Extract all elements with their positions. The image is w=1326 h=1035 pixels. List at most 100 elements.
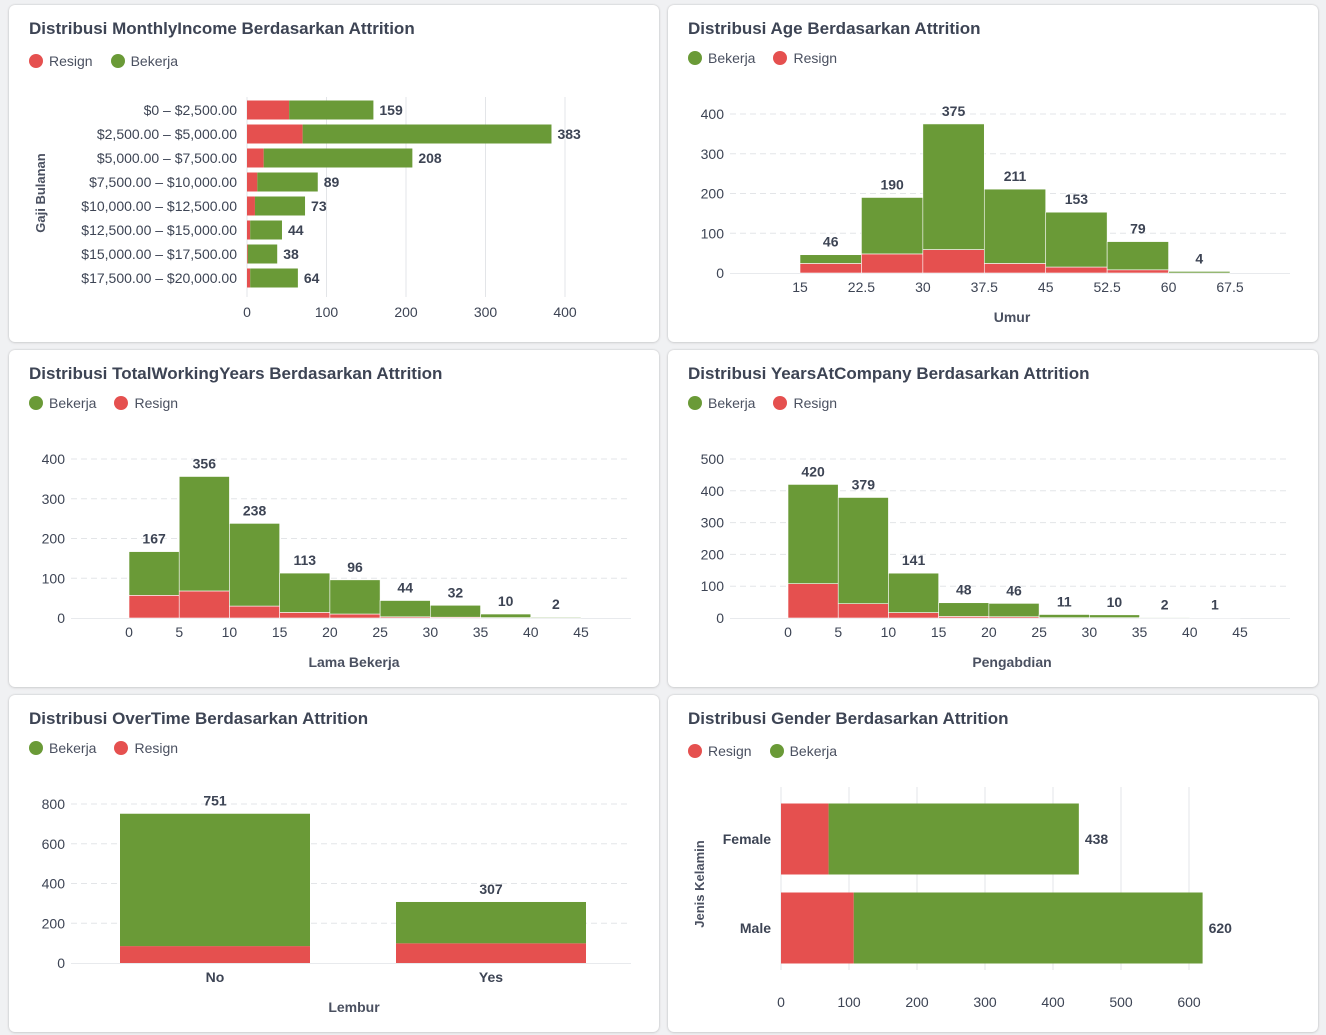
- y-tick-label: 200: [42, 531, 66, 547]
- category-label: $5,000.00 – $7,500.00: [97, 150, 237, 166]
- bar-bekerja: [861, 197, 924, 255]
- data-label: 379: [852, 476, 876, 492]
- y-axis-label: Jenis Kelamin: [692, 840, 707, 927]
- x-tick-label: 35: [473, 624, 489, 640]
- chart-card-years-at-company: Distribusi YearsAtCompany Berdasarkan At…: [668, 350, 1318, 687]
- category-label: $10,000.00 – $12,500.00: [81, 198, 237, 214]
- chart-title: Distribusi OverTime Berdasarkan Attritio…: [29, 709, 369, 728]
- chart-card-income: Distribusi MonthlyIncome Berdasarkan Att…: [9, 5, 659, 342]
- legend-item-resign[interactable]: Resign: [773, 50, 837, 66]
- chart-title: Distribusi MonthlyIncome Berdasarkan Att…: [29, 19, 415, 38]
- legend-label-bekerja: Bekerja: [130, 53, 179, 69]
- legend-item-bekerja[interactable]: Bekerja: [110, 53, 179, 69]
- legend-label-resign: Resign: [49, 53, 93, 69]
- bekerja-swatch: [688, 396, 702, 410]
- y-tick-label: 300: [701, 146, 725, 162]
- bar-resign: [178, 590, 230, 619]
- bar-resign: [983, 263, 1047, 274]
- y-tick-label: 400: [42, 876, 66, 892]
- x-tick-label: 10: [881, 624, 897, 640]
- y-tick-label: 300: [701, 515, 725, 531]
- bar-resign: [1106, 269, 1169, 274]
- bar-resign: [247, 172, 258, 192]
- x-tick-label: 25: [372, 624, 388, 640]
- bar-bekerja: [289, 100, 374, 120]
- x-axis-label: Umur: [994, 309, 1031, 325]
- y-tick-label: 500: [701, 451, 725, 467]
- bar-resign: [247, 244, 248, 264]
- legend-item-bekerja[interactable]: Bekerja: [29, 395, 96, 411]
- chart-title: Distribusi Age Berdasarkan Attrition: [688, 19, 981, 38]
- x-tick-label: 15: [272, 624, 288, 640]
- legend-item-resign[interactable]: Resign: [29, 53, 93, 69]
- x-tick-label: 20: [981, 624, 997, 640]
- data-label: 79: [1130, 221, 1146, 237]
- chart-card-overtime: Distribusi OverTime Berdasarkan Attritio…: [9, 695, 659, 1032]
- y-tick-label: 100: [701, 578, 725, 594]
- y-axis-label: Gaji Bulanan: [33, 153, 48, 233]
- x-tick-label: 40: [1182, 624, 1198, 640]
- data-label: 2: [1161, 596, 1169, 612]
- data-label: 238: [243, 502, 267, 518]
- bar-bekerja: [120, 813, 310, 947]
- data-label: 4: [1195, 250, 1203, 266]
- legend-item-resign[interactable]: Resign: [773, 395, 837, 411]
- x-tick-label: 0: [784, 624, 792, 640]
- legend-item-resign[interactable]: Resign: [114, 740, 178, 756]
- x-tick-label: 45: [1232, 624, 1248, 640]
- bar-bekerja: [430, 604, 481, 618]
- chart-legend: Bekerja Resign: [29, 740, 196, 756]
- bar-bekerja: [1106, 241, 1169, 271]
- bar-bekerja: [257, 172, 318, 192]
- bar-bekerja: [1139, 617, 1191, 619]
- data-label: 96: [347, 559, 363, 575]
- bar-bekerja: [983, 188, 1047, 264]
- legend-item-bekerja[interactable]: Bekerja: [688, 50, 755, 66]
- resign-swatch: [114, 396, 129, 410]
- bar-resign: [787, 583, 839, 619]
- bar-bekerja: [1045, 211, 1108, 268]
- legend-label-bekerja: Bekerja: [708, 395, 756, 411]
- x-tick-label: 30: [915, 279, 931, 295]
- x-tick-label: 600: [1177, 994, 1201, 1010]
- legend-item-resign[interactable]: Resign: [114, 395, 178, 411]
- data-label: 620: [1209, 920, 1233, 936]
- bar-bekerja: [250, 220, 282, 240]
- bar-bekerja: [938, 602, 990, 617]
- y-tick-label: 100: [701, 225, 725, 241]
- x-tick-label: 10: [222, 624, 238, 640]
- bar-bekerja: [480, 613, 532, 618]
- x-tick-label: 45: [573, 624, 589, 640]
- x-tick-label: 15: [931, 624, 947, 640]
- resign-swatch: [29, 54, 43, 68]
- y-tick-label: 400: [701, 483, 725, 499]
- legend-item-bekerja[interactable]: Bekerja: [688, 395, 755, 411]
- chart-card-gender: Distribusi Gender Berdasarkan Attrition …: [668, 695, 1318, 1032]
- bar-bekerja: [988, 603, 1040, 618]
- bar-bekerja: [853, 892, 1203, 964]
- legend-item-resign[interactable]: Resign: [688, 743, 752, 759]
- bar-bekerja: [379, 600, 431, 618]
- x-axis-label: Lembur: [328, 999, 380, 1015]
- bar-resign: [120, 946, 310, 963]
- chart-legend: Resign Bekerja: [29, 53, 196, 69]
- x-tick-label: 200: [394, 304, 418, 320]
- legend-item-bekerja[interactable]: Bekerja: [29, 740, 96, 756]
- chart-title: Distribusi TotalWorkingYears Berdasarkan…: [29, 364, 443, 383]
- y-tick-label: 600: [42, 836, 66, 852]
- x-tick-label: 100: [837, 994, 861, 1010]
- legend-label-resign: Resign: [134, 740, 179, 756]
- bar-resign: [922, 249, 985, 274]
- data-label: 46: [1006, 582, 1022, 598]
- data-label: 153: [1065, 191, 1089, 207]
- x-tick-label: No: [206, 969, 225, 985]
- bar-bekerja: [1089, 614, 1140, 618]
- y-tick-label: 400: [42, 451, 66, 467]
- bar-bekerja: [837, 497, 889, 604]
- legend-item-bekerja[interactable]: Bekerja: [769, 743, 837, 759]
- x-tick-label: Yes: [479, 969, 503, 985]
- bar-resign: [247, 196, 255, 216]
- x-tick-label: 300: [973, 994, 997, 1010]
- bar-resign: [128, 595, 180, 619]
- x-tick-label: 52.5: [1094, 279, 1121, 295]
